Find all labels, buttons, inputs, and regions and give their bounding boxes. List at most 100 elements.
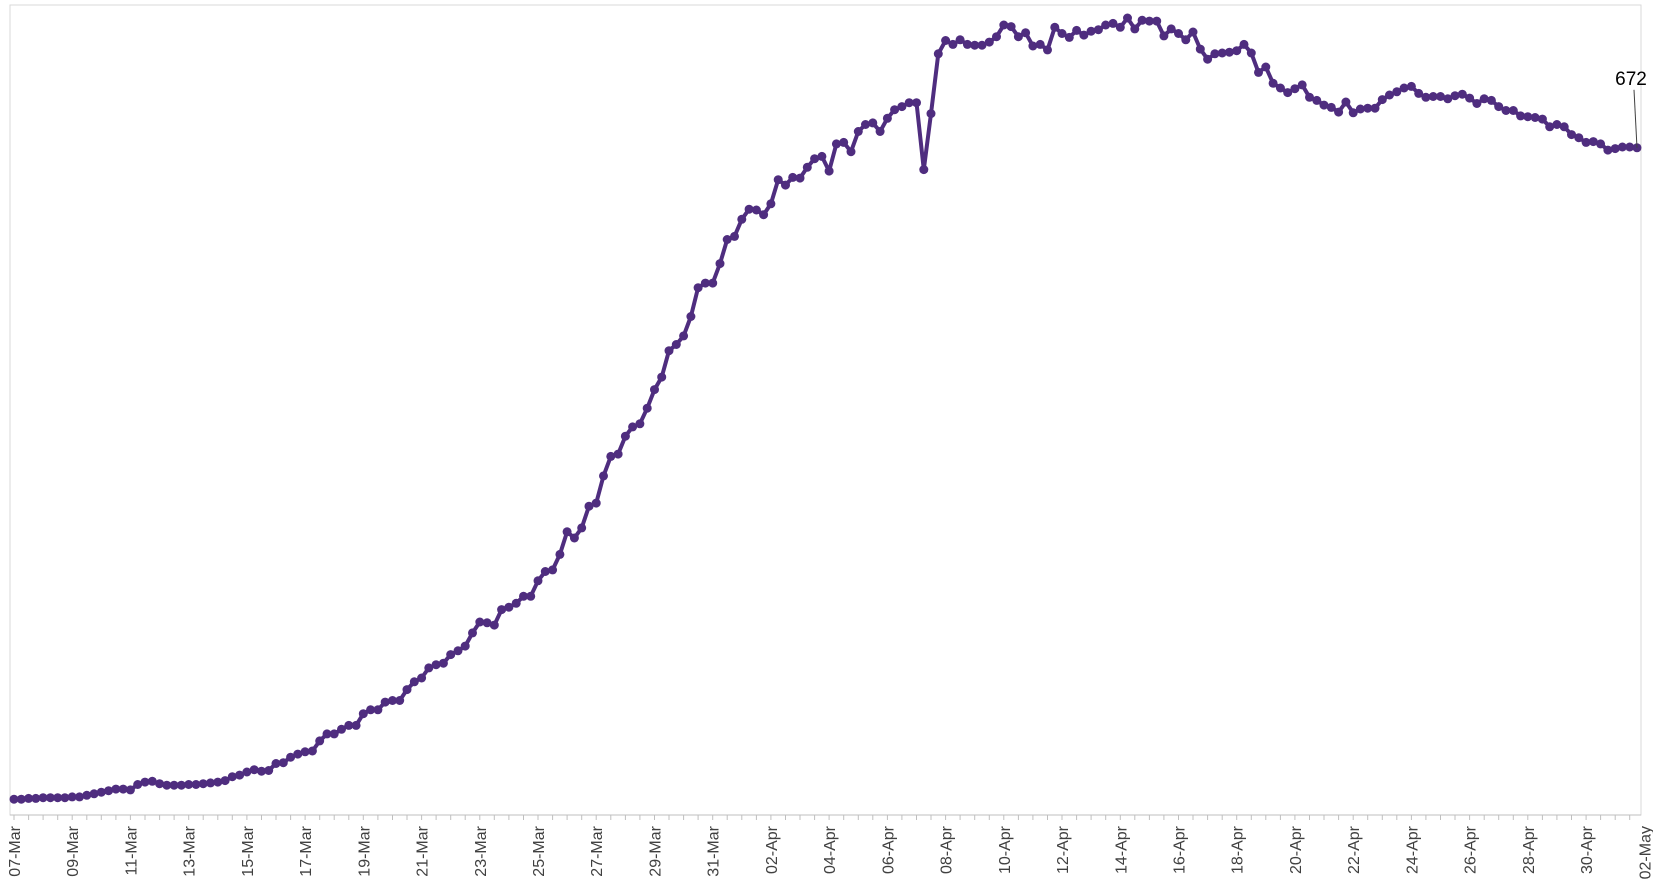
data-point (599, 471, 608, 481)
data-point (329, 729, 339, 739)
data-point (424, 663, 434, 673)
data-point (169, 780, 179, 790)
data-point (562, 527, 572, 537)
data-point (831, 139, 841, 149)
x-tick-label: 11-Mar (123, 825, 140, 875)
data-point (1152, 16, 1162, 26)
data-point (140, 777, 150, 787)
x-tick-label: 16-Apr (1172, 825, 1189, 874)
data-point (744, 204, 754, 214)
data-point (176, 780, 186, 790)
data-point (460, 641, 470, 651)
data-point (1275, 83, 1285, 93)
data-point (1334, 107, 1344, 117)
data-point (1224, 47, 1234, 57)
data-point (1181, 35, 1191, 45)
data-point (198, 779, 208, 789)
data-point (1021, 28, 1031, 38)
data-point (184, 780, 194, 789)
data-point (1450, 91, 1460, 101)
data-point (278, 758, 288, 768)
data-point (351, 720, 361, 730)
data-point (125, 785, 135, 795)
x-tick-label: 02-Apr (764, 825, 781, 874)
data-point (1552, 120, 1562, 129)
x-tick-label: 02-May (1637, 826, 1653, 879)
data-point (715, 259, 725, 269)
data-point (1501, 106, 1511, 115)
x-tick-label: 07-Mar (7, 825, 24, 876)
data-point (16, 794, 26, 804)
data-point (1363, 103, 1373, 113)
data-point (1457, 89, 1467, 99)
data-point (664, 346, 674, 356)
x-tick-label: 15-Mar (240, 825, 257, 876)
data-point (1013, 32, 1023, 42)
data-point (1064, 32, 1074, 42)
data-point (242, 767, 252, 777)
data-point (1188, 27, 1198, 37)
data-point (1268, 78, 1278, 88)
data-point (635, 419, 645, 429)
data-point (1210, 49, 1220, 59)
data-point (111, 784, 121, 794)
data-point (315, 736, 325, 746)
data-point (766, 199, 776, 209)
data-point (1319, 100, 1329, 110)
data-point (1596, 139, 1606, 149)
data-point (24, 793, 34, 803)
data-point (358, 709, 368, 719)
data-point (671, 340, 681, 349)
data-point (1144, 16, 1154, 26)
data-point (875, 127, 885, 136)
data-point (504, 602, 514, 612)
data-point (868, 118, 878, 128)
data-point (82, 790, 92, 800)
data-point (1508, 106, 1518, 115)
data-point (686, 312, 696, 321)
data-point (926, 109, 936, 119)
data-point (1123, 13, 1132, 23)
data-point (759, 210, 769, 220)
data-point (1603, 145, 1613, 155)
data-point (53, 793, 63, 803)
data-point (781, 180, 790, 190)
data-point (104, 786, 114, 796)
data-point (147, 776, 157, 786)
data-point (1203, 54, 1213, 64)
data-point (1254, 67, 1263, 77)
data-point (788, 172, 798, 182)
data-point (730, 231, 739, 241)
data-point (1385, 90, 1394, 100)
data-point (941, 36, 951, 45)
x-tick-label: 08-Apr (939, 825, 956, 874)
data-point (366, 705, 376, 715)
data-point (1108, 18, 1118, 28)
data-point (962, 39, 972, 49)
data-point (526, 591, 536, 601)
data-point (45, 793, 55, 803)
data-point (482, 618, 492, 628)
data-point (417, 673, 427, 683)
data-point (133, 780, 143, 789)
data-point (1297, 80, 1307, 90)
data-point (1166, 24, 1176, 34)
data-point (9, 794, 19, 804)
data-point (1355, 104, 1365, 114)
x-tick-label: 22-Apr (1346, 825, 1363, 874)
data-point (1341, 97, 1351, 107)
data-point (1392, 87, 1402, 97)
data-point (409, 677, 419, 687)
data-point (773, 175, 783, 185)
data-point (213, 777, 223, 787)
data-point (1101, 20, 1111, 30)
data-point (96, 787, 106, 797)
data-point (897, 102, 907, 112)
data-point (431, 660, 441, 670)
data-point (810, 154, 820, 164)
data-point (453, 646, 463, 656)
data-point (1486, 95, 1496, 105)
data-point (948, 39, 958, 49)
data-point (1567, 130, 1576, 140)
data-point (1079, 30, 1089, 40)
